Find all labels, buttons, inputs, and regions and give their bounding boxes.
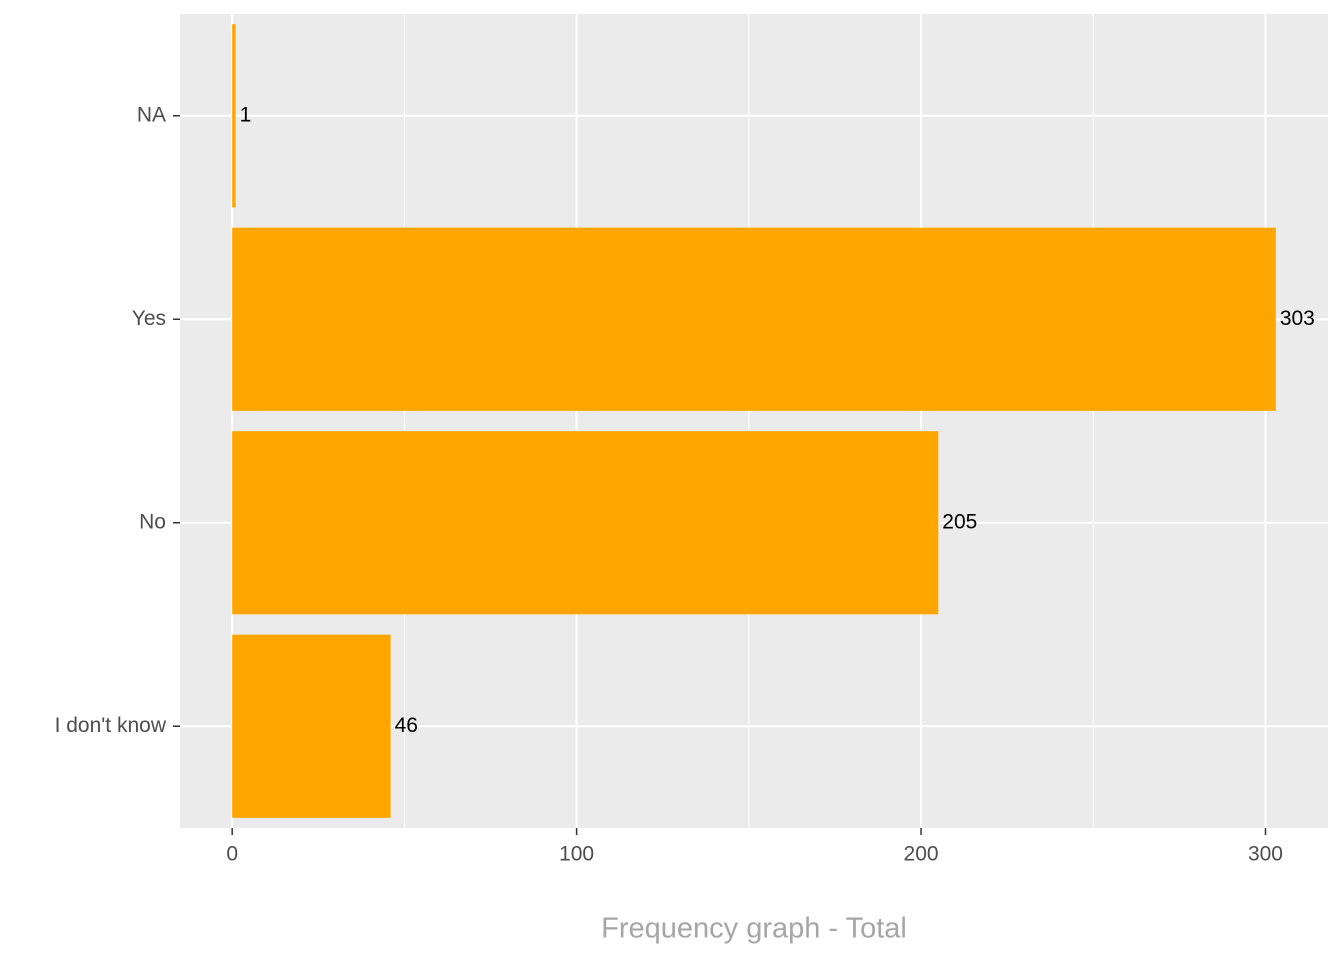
y-tick-label: NA [137, 103, 166, 126]
y-tick-label: I don't know [55, 714, 167, 737]
bar [232, 24, 236, 208]
x-tick-label: 300 [1248, 843, 1283, 866]
value-label: 205 [942, 510, 977, 533]
value-label: 46 [395, 714, 418, 737]
y-tick-label: Yes [132, 307, 166, 330]
x-tick-label: 0 [226, 843, 238, 866]
x-axis-title: Frequency graph - Total [601, 913, 907, 945]
bar [232, 431, 939, 615]
bar [232, 227, 1276, 411]
bar [232, 634, 391, 818]
value-label: 303 [1280, 307, 1315, 330]
x-tick-label: 200 [904, 843, 939, 866]
x-tick-label: 100 [559, 843, 594, 866]
y-tick-label: No [139, 510, 166, 533]
value-label: 1 [240, 103, 252, 126]
